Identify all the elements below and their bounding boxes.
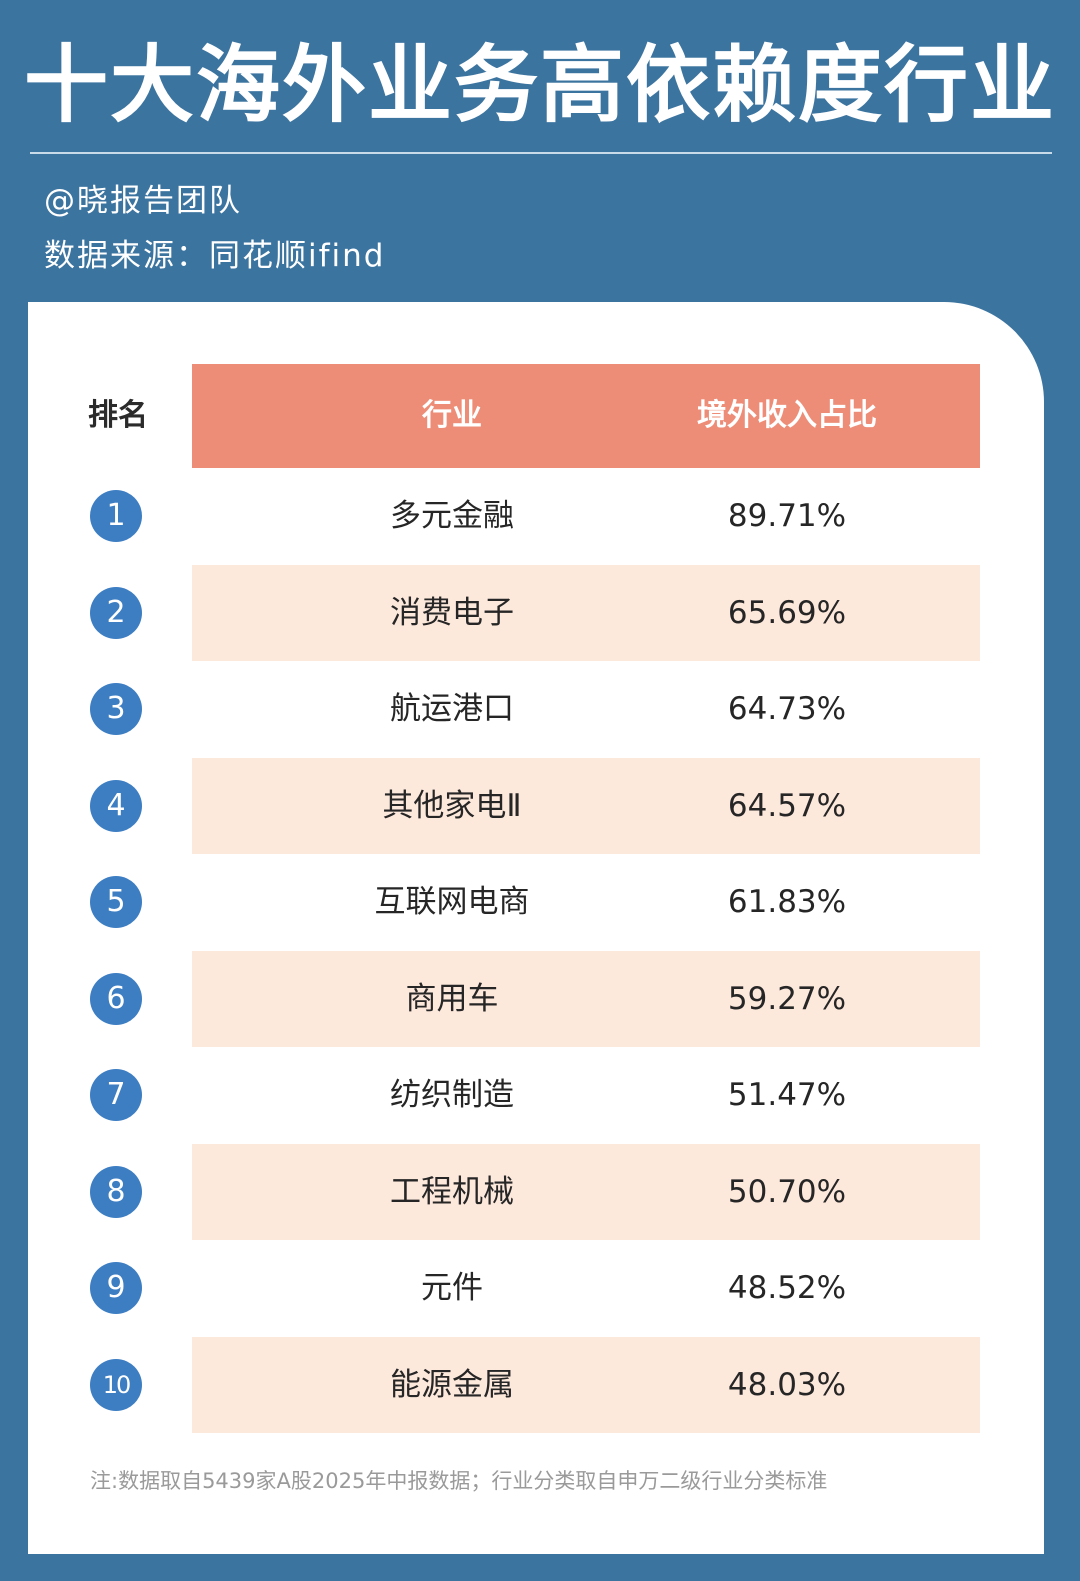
ratio-cell: 64.57% (727, 787, 847, 824)
data-source-label: 数据来源：同花顺ifind (44, 238, 386, 274)
industry-cell: 商用车 (405, 980, 499, 1017)
footnote: 注:数据取自5439家A股2025年中报数据；行业分类取自申万二级行业分类标准 (90, 1469, 828, 1493)
table-row: 元件 48.52% (192, 1240, 980, 1336)
table-row: 航运港口 64.73% (192, 661, 980, 757)
rank-badge: 3 (90, 683, 142, 735)
industry-cell: 消费电子 (390, 594, 514, 631)
table-header-row: 行业 境外收入占比 (192, 364, 980, 468)
page-title: 十大海外业务高依赖度行业 (23, 36, 1056, 134)
table-row: 互联网电商 61.83% (192, 854, 980, 950)
rank-badge: 8 (90, 1165, 142, 1218)
ratio-cell: 51.47% (727, 1077, 847, 1113)
rank-badge: 2 (90, 586, 142, 639)
rank-badge: 1 (90, 490, 142, 542)
author-label: @晓报告团队 (44, 183, 242, 219)
ranking-table-card: 排名 行业 境外收入占比 注:数据取自5439家A股2025年中报数据；行业分类… (28, 302, 1044, 1554)
ratio-cell: 61.83% (727, 884, 847, 920)
industry-cell: 航运港口 (390, 691, 514, 727)
ratio-cell: 59.27% (727, 980, 847, 1017)
ratio-cell: 48.52% (727, 1270, 847, 1306)
table-row: 消费电子 65.69% (192, 564, 980, 661)
ratio-cell: 50.70% (727, 1173, 847, 1210)
ratio-cell: 64.73% (727, 691, 847, 727)
table-row: 纺织制造 51.47% (192, 1047, 980, 1143)
industry-cell: 能源金属 (390, 1366, 514, 1403)
rank-badge: 9 (90, 1262, 142, 1314)
rank-badge: 4 (90, 779, 142, 832)
table-row: 商用车 59.27% (192, 950, 980, 1047)
ratio-cell: 48.03% (727, 1366, 847, 1403)
table-row: 其他家电Ⅱ 64.57% (192, 757, 980, 854)
industry-cell: 互联网电商 (374, 884, 530, 920)
ratio-cell: 65.69% (727, 594, 847, 631)
rank-badge: 7 (90, 1069, 142, 1121)
column-header-industry: 行业 (422, 398, 482, 433)
rank-badge: 10 (90, 1358, 142, 1411)
industry-cell: 其他家电Ⅱ (382, 787, 522, 824)
column-header-overseas-revenue-ratio: 境外收入占比 (697, 398, 877, 433)
table-row: 能源金属 48.03% (192, 1336, 980, 1433)
rank-badge: 5 (90, 876, 142, 928)
column-header-rank: 排名 (88, 398, 148, 433)
industry-cell: 工程机械 (390, 1173, 514, 1210)
rank-badge: 6 (90, 972, 142, 1025)
table-row: 多元金融 89.71% (192, 468, 980, 564)
ratio-cell: 89.71% (727, 498, 847, 534)
industry-cell: 元件 (421, 1270, 483, 1306)
title-divider (30, 152, 1052, 154)
industry-cell: 多元金融 (390, 498, 514, 534)
table-row: 工程机械 50.70% (192, 1143, 980, 1240)
industry-cell: 纺织制造 (390, 1077, 514, 1113)
